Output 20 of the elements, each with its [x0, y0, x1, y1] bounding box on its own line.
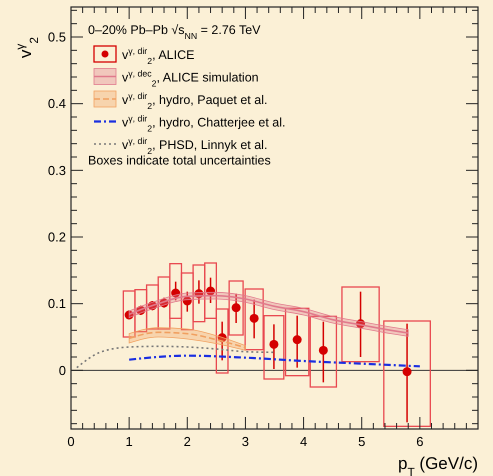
- legend-label: v$^{γ, dir}$$_{2}$, hydro, Paquet et al.: [122, 91, 268, 111]
- legend-title: 0–20% Pb–Pb √s$_{NN}$ = 2.76 TeV: [88, 23, 262, 41]
- legend-label: v$^{γ, dir}$$_{2}$, PHSD, Linnyk et al.: [122, 136, 268, 156]
- x-tick-label: 1: [126, 434, 133, 449]
- x-tick-label: 3: [242, 434, 250, 449]
- x-tick-label: 4: [300, 434, 308, 449]
- y-tick-label: 0.4: [48, 96, 66, 112]
- x-tick-label: 5: [358, 434, 366, 449]
- legend-label: v$^{γ, dir}$$_{2}$, hydro, Chatterjee et al.: [122, 114, 286, 134]
- legend-label: v$^{γ, dir}$$_{2}$, ALICE: [122, 46, 194, 66]
- annotation: Boxes indicate total uncertainties: [88, 154, 271, 168]
- legend-label: v$^{γ, dec}$$_{2}$, ALICE simulation: [122, 68, 259, 88]
- y-tick-label: 0.1: [48, 296, 66, 312]
- x-axis-title: p$_{T}$ (GeV/c): [398, 454, 478, 476]
- y-tick-label: 0.3: [48, 162, 66, 178]
- y-tick-label: 0.2: [48, 230, 66, 244]
- x-tick-label: 2: [184, 434, 191, 449]
- y-tick-label: 0.5: [48, 30, 66, 44]
- x-tick-label: 6: [416, 434, 424, 449]
- y-tick-label: 0: [58, 362, 66, 378]
